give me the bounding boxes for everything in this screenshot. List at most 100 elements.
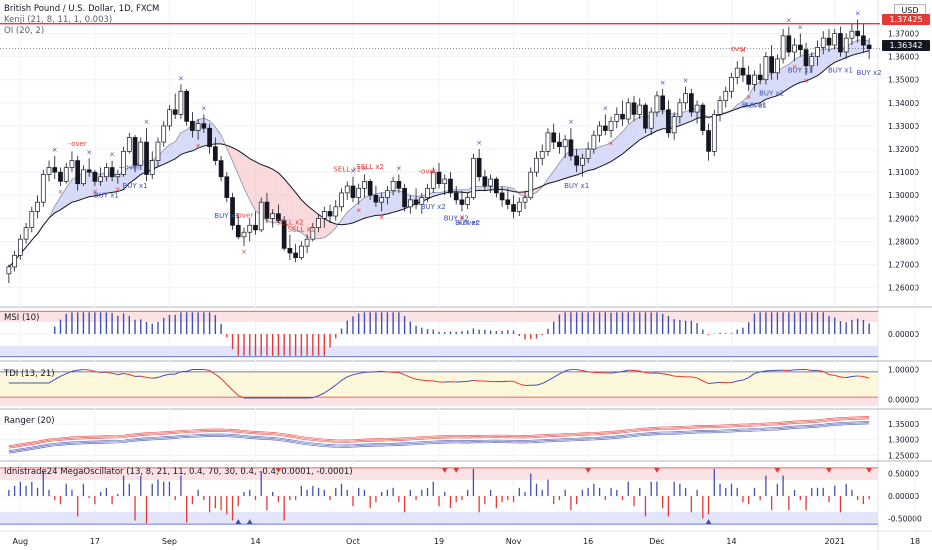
candle-body[interactable] [333, 206, 339, 217]
candle-body[interactable] [631, 102, 637, 115]
candle-body[interactable] [832, 33, 838, 46]
candle-body[interactable] [694, 104, 700, 113]
candle-body[interactable] [362, 181, 367, 189]
candle-body[interactable] [666, 109, 671, 134]
candle-body[interactable] [602, 125, 608, 131]
candle-body[interactable] [218, 160, 224, 178]
candle-body[interactable] [230, 197, 235, 226]
candle-body[interactable] [299, 245, 304, 258]
candle-body[interactable] [52, 167, 58, 173]
candle-body[interactable] [838, 33, 843, 53]
candle-body[interactable] [769, 56, 774, 74]
candle-body[interactable] [75, 160, 81, 185]
candle-body[interactable] [167, 109, 172, 127]
candle-body[interactable] [321, 211, 327, 219]
oi-indicator-label[interactable]: OI (20, 2) [4, 26, 45, 36]
candle-body[interactable] [775, 58, 780, 74]
candle-body[interactable] [562, 139, 568, 148]
candle-body[interactable] [155, 141, 161, 161]
candle-body[interactable] [98, 176, 103, 182]
candle-body[interactable] [522, 197, 528, 203]
candle-body[interactable] [430, 171, 436, 189]
candle-body[interactable] [700, 104, 706, 131]
candle-body[interactable] [373, 194, 379, 203]
candle-body[interactable] [740, 67, 746, 76]
candle-body[interactable] [195, 123, 201, 131]
candle-body[interactable] [104, 167, 109, 178]
candle-body[interactable] [63, 167, 69, 182]
candle-body[interactable] [476, 157, 482, 178]
candle-body[interactable] [815, 47, 820, 57]
candle-body[interactable] [407, 199, 413, 208]
candle-body[interactable] [58, 171, 63, 182]
candle-body[interactable] [178, 90, 184, 115]
candle-body[interactable] [625, 102, 631, 120]
candle-body[interactable] [144, 141, 149, 175]
candle-body[interactable] [396, 181, 402, 189]
candle-body[interactable] [35, 201, 40, 212]
candle-body[interactable] [413, 199, 419, 205]
candle-body[interactable] [545, 132, 551, 152]
candle-body[interactable] [287, 248, 293, 254]
candle-body[interactable] [115, 174, 121, 178]
msi-pane-label[interactable]: MSI (10) [4, 313, 40, 323]
candle-body[interactable] [866, 44, 872, 50]
candle-body[interactable] [683, 93, 688, 104]
candle-body[interactable] [711, 114, 717, 152]
candle-body[interactable] [339, 192, 344, 208]
candle-body[interactable] [132, 137, 138, 166]
candle-body[interactable] [723, 90, 729, 101]
candle-body[interactable] [861, 35, 866, 46]
candle-body[interactable] [539, 150, 545, 159]
candle-body[interactable] [121, 150, 126, 175]
candle-body[interactable] [459, 199, 465, 205]
candle-body[interactable] [660, 95, 666, 111]
candle-body[interactable] [568, 139, 574, 157]
candle-body[interactable] [557, 141, 562, 148]
candle-body[interactable] [138, 141, 144, 166]
candle-body[interactable] [224, 176, 230, 198]
candle-body[interactable] [402, 187, 407, 208]
candle-body[interactable] [126, 137, 132, 152]
candle-body[interactable] [149, 160, 155, 175]
candle-body[interactable] [17, 238, 23, 256]
candle-body[interactable] [453, 192, 459, 201]
candle-body[interactable] [493, 178, 499, 194]
candle-body[interactable] [585, 148, 591, 159]
candle-body[interactable] [729, 77, 734, 92]
candle-body[interactable] [264, 201, 270, 219]
candle-body[interactable] [241, 231, 247, 238]
candle-body[interactable] [253, 224, 258, 231]
candle-body[interactable] [763, 56, 769, 81]
candle-body[interactable] [752, 74, 757, 85]
candle-body[interactable] [258, 201, 264, 231]
candle-body[interactable] [648, 111, 654, 129]
candle-body[interactable] [849, 30, 855, 39]
candle-body[interactable] [528, 171, 534, 198]
candle-body[interactable] [184, 90, 190, 122]
candle-body[interactable] [448, 178, 453, 194]
candle-body[interactable] [281, 220, 287, 249]
candle-body[interactable] [786, 35, 792, 53]
candle-body[interactable] [109, 167, 115, 178]
candle-body[interactable] [643, 104, 648, 129]
candle-body[interactable] [746, 74, 752, 85]
candle-body[interactable] [23, 227, 29, 240]
candle-body[interactable] [436, 171, 442, 185]
candle-body[interactable] [276, 213, 281, 222]
candle-body[interactable] [511, 204, 516, 212]
candle-body[interactable] [671, 116, 677, 134]
candle-body[interactable] [207, 127, 212, 148]
candle-body[interactable] [803, 49, 809, 67]
candle-body[interactable] [717, 100, 723, 115]
candle-body[interactable] [809, 56, 815, 67]
candle-body[interactable] [161, 125, 167, 143]
candle-body[interactable] [201, 123, 207, 129]
candle-body[interactable] [12, 254, 17, 268]
candle-body[interactable] [820, 37, 826, 48]
candle-body[interactable] [327, 211, 333, 217]
candle-body[interactable] [304, 238, 310, 247]
tdi-pane-label[interactable]: TDI (13, 21) [4, 369, 55, 379]
candle-body[interactable] [419, 197, 425, 205]
candle-body[interactable] [591, 134, 597, 150]
